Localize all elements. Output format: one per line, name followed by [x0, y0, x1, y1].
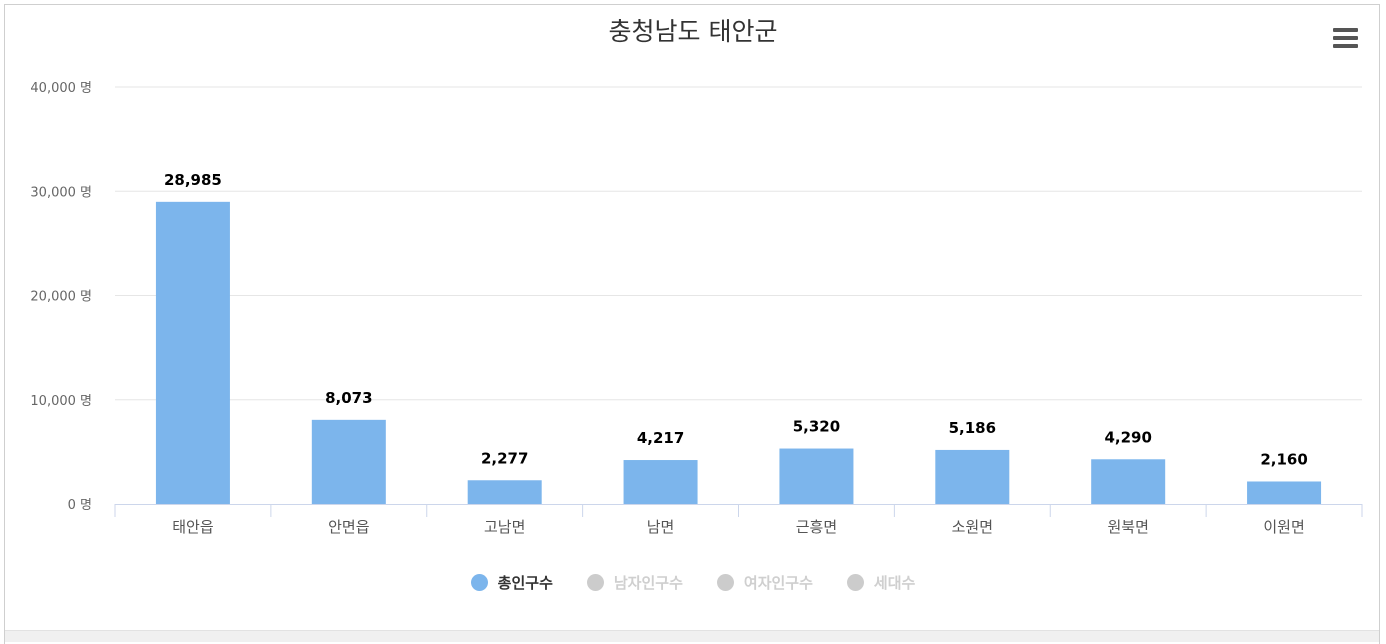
bar-태안읍[interactable] — [155, 201, 230, 505]
horizontal-scrollbar[interactable] — [5, 630, 1379, 642]
x-tick-label: 남면 — [647, 518, 675, 536]
chart-container — [4, 4, 1380, 644]
legend-item-총인구수[interactable]: 총인구수 — [470, 572, 553, 593]
data-label: 5,320 — [793, 418, 840, 436]
x-tick-label: 안면읍 — [328, 518, 369, 536]
y-tick-label: 20,000 명 — [30, 290, 92, 305]
data-label: 2,277 — [481, 449, 528, 467]
data-label: 5,186 — [949, 419, 996, 437]
y-tick-label: 10,000 명 — [30, 394, 92, 409]
y-tick-label: 30,000 명 — [30, 185, 92, 200]
x-tick-label: 이원면 — [1263, 518, 1304, 536]
bar-고남면[interactable] — [467, 480, 542, 504]
legend-label: 남자인구수 — [613, 573, 683, 592]
y-tick-label: 0 명 — [68, 498, 92, 513]
x-tick-label: 태안읍 — [172, 518, 213, 536]
bar-남면[interactable] — [623, 460, 698, 504]
bar-소원면[interactable] — [935, 449, 1010, 504]
x-tick-label: 원북면 — [1107, 518, 1148, 536]
legend-item-세대수[interactable]: 세대수 — [846, 572, 916, 593]
legend-marker — [586, 573, 604, 591]
legend-marker — [716, 573, 734, 591]
data-label: 4,290 — [1104, 428, 1151, 446]
bar-이원면[interactable] — [1247, 481, 1322, 504]
legend-item-여자인구수[interactable]: 여자인구수 — [716, 572, 813, 593]
x-tick-label: 고남면 — [484, 518, 525, 536]
legend-label: 여자인구수 — [743, 573, 813, 592]
legend-label: 총인구수 — [497, 573, 553, 592]
data-label: 8,073 — [325, 389, 372, 407]
bar-안면읍[interactable] — [311, 419, 386, 504]
bar-원북면[interactable] — [1091, 459, 1166, 504]
y-tick-label: 40,000 명 — [30, 81, 92, 96]
legend-item-남자인구수[interactable]: 남자인구수 — [586, 572, 683, 593]
chart-title: 충청남도 태안군 — [609, 17, 778, 46]
legend-marker — [470, 573, 488, 591]
legend-label: 세대수 — [873, 573, 916, 592]
data-label: 2,160 — [1260, 450, 1307, 468]
data-label: 28,985 — [164, 171, 222, 189]
data-label: 4,217 — [637, 429, 684, 447]
chart-menu-button[interactable] — [1330, 26, 1360, 50]
x-tick-label: 근흥면 — [796, 518, 837, 536]
chart-legend: 총인구수 남자인구수 여자인구수 세대수 — [0, 570, 1386, 594]
bar-근흥면[interactable] — [779, 448, 854, 504]
x-tick-label: 소원면 — [952, 518, 993, 536]
legend-marker — [846, 573, 864, 591]
